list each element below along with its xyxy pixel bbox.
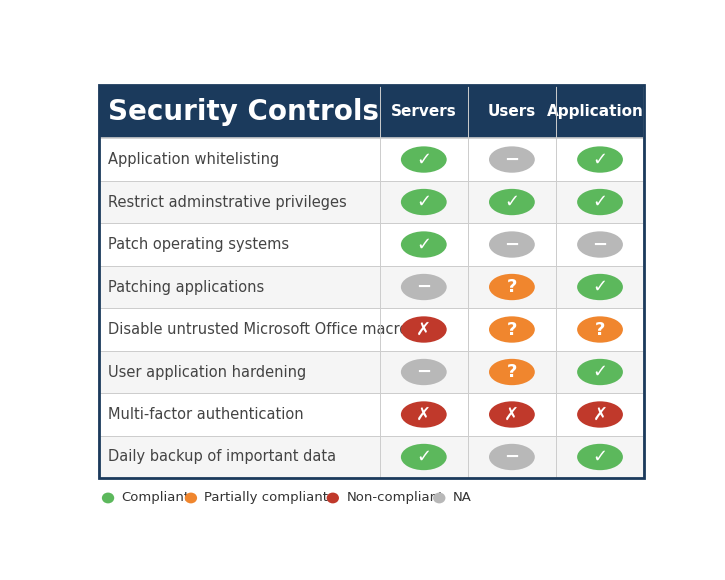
Ellipse shape bbox=[489, 189, 535, 215]
Ellipse shape bbox=[401, 189, 447, 215]
Text: Users: Users bbox=[488, 104, 536, 119]
Text: Application whitelisting: Application whitelisting bbox=[108, 152, 279, 167]
Ellipse shape bbox=[185, 492, 197, 503]
Text: ✗: ✗ bbox=[592, 405, 608, 423]
FancyBboxPatch shape bbox=[99, 138, 644, 181]
FancyBboxPatch shape bbox=[99, 223, 644, 266]
Ellipse shape bbox=[401, 146, 447, 173]
FancyBboxPatch shape bbox=[99, 308, 644, 351]
Text: −: − bbox=[416, 278, 431, 296]
Ellipse shape bbox=[102, 492, 115, 503]
Text: ✓: ✓ bbox=[416, 151, 431, 169]
FancyBboxPatch shape bbox=[99, 436, 644, 478]
Ellipse shape bbox=[577, 316, 623, 343]
Ellipse shape bbox=[489, 316, 535, 343]
Ellipse shape bbox=[577, 146, 623, 173]
Text: ✓: ✓ bbox=[505, 193, 520, 211]
Text: Restrict adminstrative privileges: Restrict adminstrative privileges bbox=[108, 194, 347, 209]
Text: Servers: Servers bbox=[391, 104, 457, 119]
Text: ✓: ✓ bbox=[416, 235, 431, 253]
Ellipse shape bbox=[489, 146, 535, 173]
Text: Non-compliant: Non-compliant bbox=[347, 491, 444, 505]
Text: ✗: ✗ bbox=[416, 405, 431, 423]
Text: ✓: ✓ bbox=[592, 363, 608, 381]
Ellipse shape bbox=[489, 401, 535, 427]
Ellipse shape bbox=[489, 274, 535, 300]
Text: ?: ? bbox=[594, 321, 605, 339]
Ellipse shape bbox=[401, 316, 447, 343]
Text: Patch operating systems: Patch operating systems bbox=[108, 237, 289, 252]
Text: Compliant: Compliant bbox=[122, 491, 190, 505]
Text: ✓: ✓ bbox=[592, 151, 608, 169]
Text: ✓: ✓ bbox=[592, 448, 608, 466]
Text: ✗: ✗ bbox=[416, 321, 431, 339]
Text: −: − bbox=[592, 235, 608, 253]
Text: Applications: Applications bbox=[547, 104, 653, 119]
Text: Partially compliant: Partially compliant bbox=[204, 491, 328, 505]
FancyBboxPatch shape bbox=[99, 181, 644, 223]
Ellipse shape bbox=[489, 444, 535, 470]
Ellipse shape bbox=[401, 401, 447, 427]
Text: −: − bbox=[416, 363, 431, 381]
Ellipse shape bbox=[489, 231, 535, 258]
FancyBboxPatch shape bbox=[99, 393, 644, 436]
FancyBboxPatch shape bbox=[99, 85, 644, 138]
Text: ?: ? bbox=[507, 278, 517, 296]
Ellipse shape bbox=[401, 359, 447, 385]
Text: ?: ? bbox=[507, 321, 517, 339]
Text: ✓: ✓ bbox=[416, 193, 431, 211]
Text: −: − bbox=[505, 151, 520, 169]
Text: Security Controls: Security Controls bbox=[108, 98, 379, 126]
Ellipse shape bbox=[401, 444, 447, 470]
Text: User application hardening: User application hardening bbox=[108, 364, 306, 379]
Text: Daily backup of important data: Daily backup of important data bbox=[108, 450, 336, 465]
Ellipse shape bbox=[433, 492, 445, 503]
Ellipse shape bbox=[326, 492, 339, 503]
FancyBboxPatch shape bbox=[99, 351, 644, 393]
Text: −: − bbox=[505, 235, 520, 253]
Ellipse shape bbox=[577, 401, 623, 427]
Text: ?: ? bbox=[507, 363, 517, 381]
Ellipse shape bbox=[489, 359, 535, 385]
Text: −: − bbox=[505, 448, 520, 466]
Text: ✓: ✓ bbox=[416, 448, 431, 466]
Ellipse shape bbox=[577, 274, 623, 300]
Ellipse shape bbox=[577, 444, 623, 470]
Text: Patching applications: Patching applications bbox=[108, 280, 265, 295]
Ellipse shape bbox=[577, 231, 623, 258]
Ellipse shape bbox=[401, 231, 447, 258]
Ellipse shape bbox=[577, 189, 623, 215]
Text: NA: NA bbox=[452, 491, 472, 505]
Text: Multi-factor authentication: Multi-factor authentication bbox=[108, 407, 304, 422]
Text: ✓: ✓ bbox=[592, 193, 608, 211]
Text: Disable untrusted Microsoft Office macros: Disable untrusted Microsoft Office macro… bbox=[108, 322, 416, 337]
Ellipse shape bbox=[577, 359, 623, 385]
Text: ✓: ✓ bbox=[592, 278, 608, 296]
FancyBboxPatch shape bbox=[99, 266, 644, 308]
Text: ✗: ✗ bbox=[505, 405, 520, 423]
Ellipse shape bbox=[401, 274, 447, 300]
